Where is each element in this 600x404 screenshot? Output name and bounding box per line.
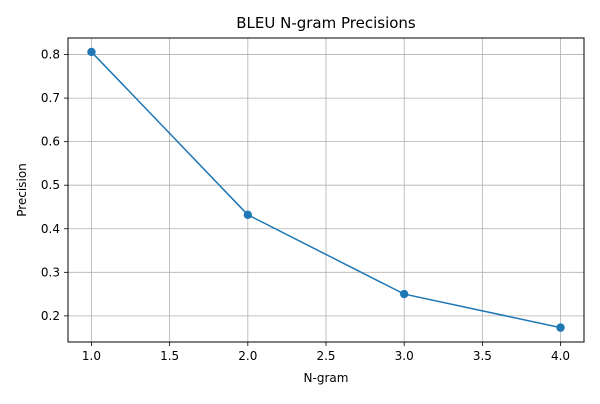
x-axis-ticks: 1.0 1.5 2.0 2.5 3.0 3.5 4.0 [82, 342, 570, 363]
grid-lines [68, 38, 584, 342]
x-tick-label: 4.0 [551, 349, 570, 363]
y-tick-label: 0.7 [41, 91, 60, 105]
series-line [90, 51, 561, 329]
x-tick-label: 1.5 [160, 349, 179, 363]
data-point [399, 289, 409, 299]
y-axis-label: Precision [15, 163, 29, 217]
y-tick-label: 0.6 [41, 135, 60, 149]
x-tick-label: 2.5 [316, 349, 335, 363]
y-tick-label: 0.3 [41, 265, 60, 279]
x-tick-label: 3.0 [395, 349, 414, 363]
x-tick-label: 2.0 [238, 349, 257, 363]
y-tick-label: 0.4 [41, 222, 60, 236]
data-point [243, 210, 253, 220]
y-tick-label: 0.5 [41, 178, 60, 192]
data-point [87, 47, 96, 57]
chart-title: BLEU N-gram Precisions [236, 14, 416, 32]
data-point [556, 323, 565, 332]
y-tick-label: 0.8 [41, 48, 60, 62]
x-axis-label: N-gram [304, 371, 349, 385]
x-tick-label: 1.0 [82, 349, 101, 363]
y-tick-label: 0.2 [41, 309, 60, 323]
y-axis-ticks: 0.2 0.3 0.4 0.5 0.6 0.7 0.8 [41, 48, 68, 323]
x-tick-label: 3.5 [473, 349, 492, 363]
series-layer [87, 47, 565, 332]
